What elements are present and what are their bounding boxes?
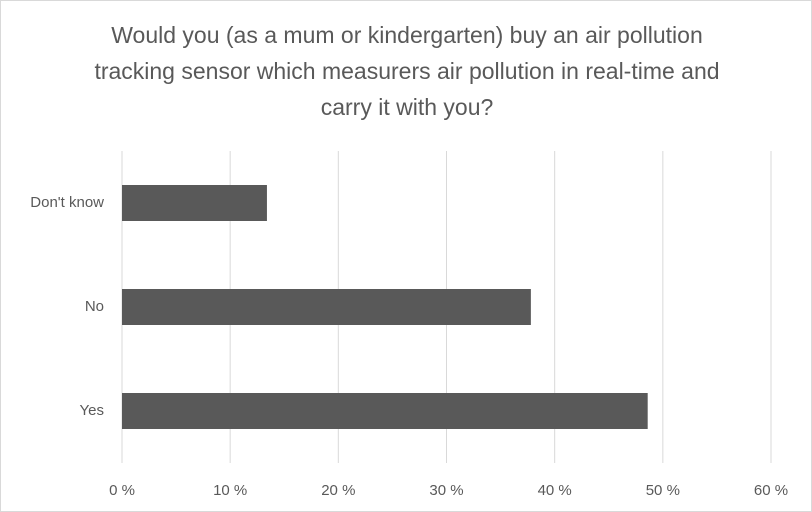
- y-tick-label: No: [85, 298, 104, 315]
- bar: [122, 393, 648, 429]
- y-tick-label: Don't know: [30, 194, 104, 211]
- x-tick-label: 60 %: [754, 482, 788, 499]
- chart-title: Would you (as a mum or kindergarten) buy…: [94, 22, 720, 120]
- x-tick-label: 0 %: [109, 482, 135, 499]
- x-tick-label: 30 %: [429, 482, 463, 499]
- bar: [122, 289, 531, 325]
- bar: [122, 185, 267, 221]
- x-tick-label: 50 %: [646, 482, 680, 499]
- x-tick-label: 20 %: [321, 482, 355, 499]
- x-tick-label: 10 %: [213, 482, 247, 499]
- x-tick-label: 40 %: [538, 482, 572, 499]
- y-tick-label: Yes: [80, 402, 104, 419]
